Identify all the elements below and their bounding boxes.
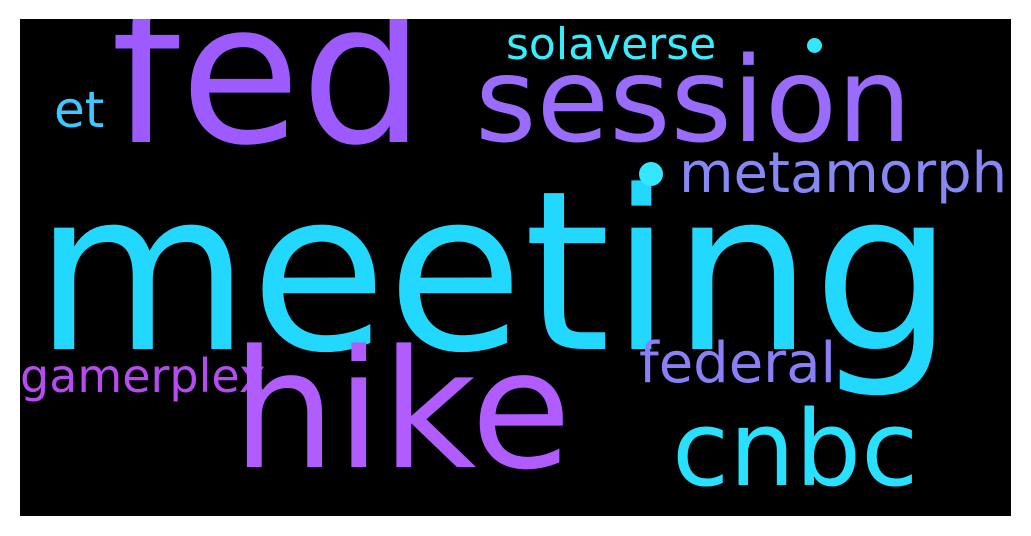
- word-cloud-canvas: fed session solaverse et metamorph meeti…: [20, 19, 1011, 516]
- dot-mark-large: [639, 162, 663, 186]
- word-metamorph: metamorph: [679, 141, 1008, 206]
- word-et: et: [54, 81, 105, 139]
- word-session: session: [475, 31, 912, 169]
- word-cnbc: cnbc: [672, 388, 919, 510]
- word-gamerplex: gamerplex: [20, 349, 267, 403]
- dot-mark-small: [807, 38, 822, 53]
- word-meeting: meeting: [34, 144, 954, 402]
- word-solaverse: solaverse: [506, 19, 717, 70]
- word-federal: federal: [639, 331, 837, 396]
- word-fed: fed: [111, 19, 426, 189]
- word-hike: hike: [232, 315, 572, 506]
